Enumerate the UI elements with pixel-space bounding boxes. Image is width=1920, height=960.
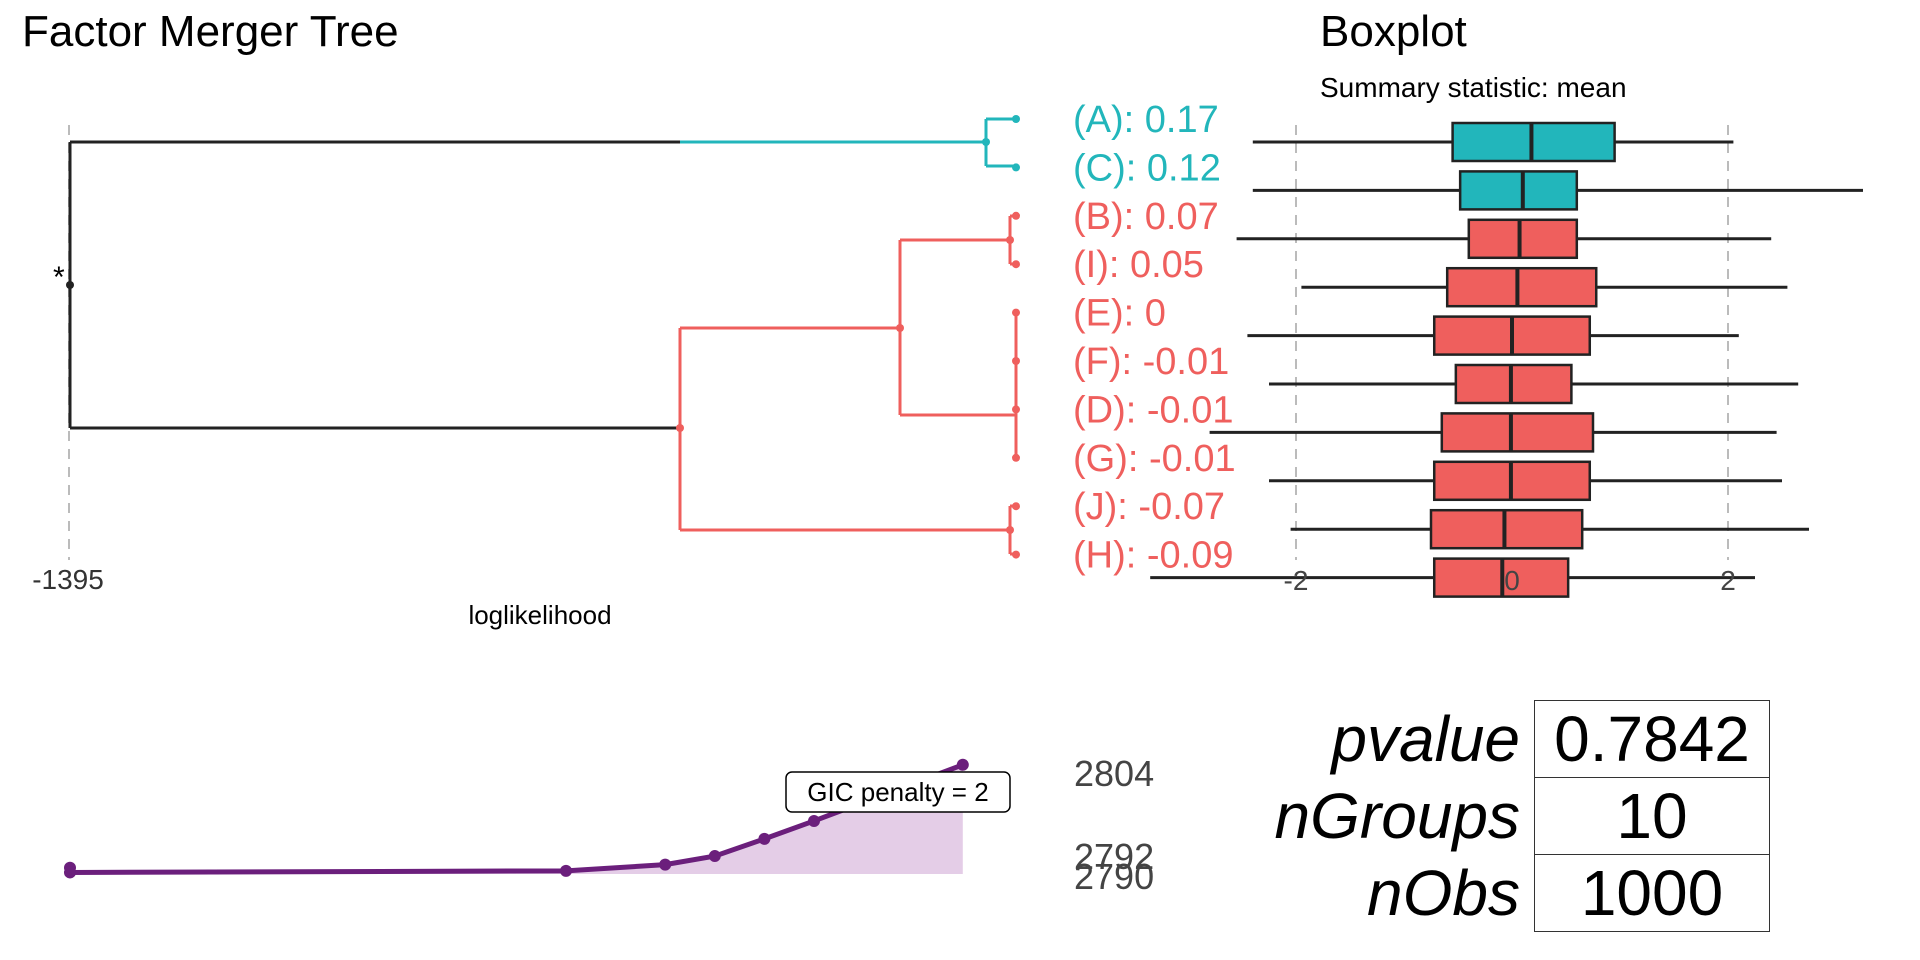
boxplot-title: Boxplot (1320, 7, 1467, 56)
tree-node (1012, 211, 1020, 220)
stat-value: 10 (1534, 777, 1770, 855)
box-d (1209, 412, 1777, 453)
leaf-label: (D): -0.01 (1073, 389, 1233, 431)
boxplot-x-tick-label: 2 (1720, 565, 1736, 596)
tree-node (1012, 308, 1020, 317)
tree-node (66, 281, 74, 289)
box-body (1440, 412, 1595, 453)
boxplot-subtitle: Summary statistic: mean (1320, 72, 1627, 103)
gic-point (560, 864, 572, 877)
box-body (1445, 266, 1598, 308)
tree-node (1006, 526, 1014, 534)
box-a (1252, 121, 1734, 163)
boxplot-panel: Boxplot Summary statistic: mean -2 0 2 (1150, 7, 1863, 598)
tree-node (1012, 357, 1020, 365)
leaf-label: (I): 0.05 (1073, 244, 1204, 286)
stats-row: pvalue 0.7842 (1240, 700, 1770, 778)
box-g (1269, 460, 1782, 502)
boxplot-gridlines (1295, 125, 1729, 560)
tree-nodes (66, 115, 1020, 559)
stat-name: pvalue (1331, 703, 1520, 775)
tree-node (1012, 453, 1020, 462)
tree-node (1012, 502, 1020, 511)
box-body (1454, 363, 1573, 405)
boxplot-marks (1150, 121, 1863, 598)
gic-panel: GIC penalty = 2 2804 2792 2790 (64, 753, 1154, 897)
stat-value: 0.7842 (1534, 700, 1770, 778)
gic-tick-label: 2790 (1074, 856, 1154, 897)
box-b (1236, 218, 1772, 260)
box-j (1290, 508, 1809, 550)
leaf-labels: (A): 0.17 (C): 0.12 (B): 0.07 (I): 0.05 (E):… (1073, 99, 1236, 577)
tree-node (896, 324, 904, 332)
tree-x-axis-label: loglikelihood (468, 600, 611, 630)
root-marker: * (53, 261, 65, 294)
tree-node (1012, 260, 1020, 269)
box-i (1301, 266, 1788, 308)
box-body (1429, 508, 1584, 550)
stat-value: 1000 (1534, 854, 1770, 932)
tree-title: Factor Merger Tree (22, 7, 399, 56)
boxplot-x-tick-label: -2 (1284, 565, 1309, 596)
tree-node (1012, 115, 1020, 123)
gic-point (708, 850, 721, 863)
leaf-label: (H): -0.09 (1073, 535, 1233, 577)
gic-area (70, 764, 963, 874)
leaf-label: (C): 0.12 (1073, 147, 1221, 189)
box-h (1150, 557, 1755, 598)
tree-node (982, 138, 990, 146)
leaf-label: (B): 0.07 (1073, 196, 1219, 238)
stat-name: nGroups (1274, 780, 1520, 852)
leaf-label: (A): 0.17 (1073, 99, 1219, 141)
tree-node (1012, 405, 1020, 414)
gic-point (758, 832, 771, 845)
gic-tick-label: 2804 (1074, 753, 1154, 794)
tree-x-tick-label: -1395 (32, 564, 104, 595)
gic-annotation-box (785, 771, 1011, 813)
leaf-label: (E): 0 (1073, 293, 1166, 335)
boxplot-x-tick-label: 0 (1504, 565, 1520, 596)
stat-name: nObs (1367, 857, 1520, 929)
boxplot-x-ticks: -2 0 2 (1284, 565, 1736, 596)
stats-row: nObs 1000 (1240, 854, 1770, 932)
leaf-label: (G): -0.01 (1073, 438, 1236, 480)
gic-tick-label: 2792 (1074, 836, 1154, 877)
tree-node (676, 424, 684, 432)
box-c (1252, 170, 1863, 211)
merger-tree-panel: Factor Merger Tree * (A): 0.17(C): 0.12(… (22, 7, 1236, 630)
gic-point (956, 758, 969, 771)
box-body (1458, 170, 1579, 211)
gic-point (808, 814, 820, 827)
tree-edges (68, 117, 1018, 556)
box-e (1247, 315, 1739, 356)
gic-point (659, 858, 672, 871)
tree-node (1006, 236, 1014, 244)
tree-node (1012, 550, 1020, 559)
gic-point (64, 866, 76, 879)
leaf-label: (J): -0.07 (1073, 486, 1225, 528)
box-body (1467, 218, 1579, 260)
box-body (1451, 121, 1616, 163)
leaf-label: (F): -0.01 (1073, 341, 1229, 383)
gic-annotation-text: GIC penalty = 2 (807, 777, 988, 807)
stats-row: nGroups 10 (1240, 777, 1770, 855)
gic-annotation: GIC penalty = 2 (785, 771, 1011, 813)
stats-table: pvalue 0.7842 nGroups 10 nObs 1000 (1240, 700, 1770, 932)
box-f (1269, 363, 1799, 405)
tree-node (1012, 163, 1020, 172)
